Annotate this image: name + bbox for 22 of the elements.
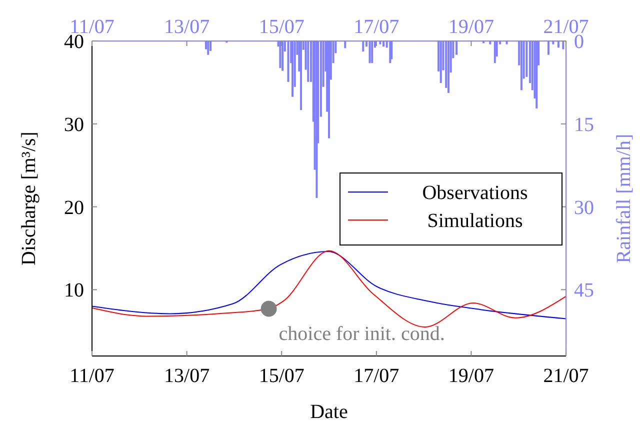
x2-tick-label: 15/07 — [258, 365, 304, 387]
y2-axis-title: Rainfall [mm/h] — [613, 134, 635, 264]
x-tick-label: 13/07 — [164, 16, 210, 38]
y-tick-label: 10 — [64, 280, 84, 302]
x2-tick-label: 13/07 — [164, 365, 210, 387]
x2-tick-label: 17/07 — [354, 365, 400, 387]
y2-tick-label: 45 — [574, 280, 594, 302]
legend-label: Observations — [422, 182, 528, 204]
y-axis-title: Discharge [m³/s] — [18, 132, 40, 266]
x2-tick-label: 19/07 — [448, 365, 494, 387]
x2-tick-label: 11/07 — [70, 365, 114, 387]
x-tick-label: 19/07 — [448, 16, 494, 38]
y2-tick-label: 15 — [574, 114, 594, 136]
annotation: choice for init. cond. — [278, 322, 445, 345]
y-tick-label: 20 — [64, 196, 84, 219]
x-tick-label: 17/07 — [354, 16, 400, 38]
x-axis-title: Date — [310, 401, 348, 423]
legend-label: Simulations — [427, 210, 523, 232]
y2-tick-label: 30 — [574, 196, 594, 219]
x2-tick-label: 21/07 — [543, 365, 589, 387]
x-tick-label: 15/07 — [258, 16, 304, 38]
y-tick-label: 30 — [64, 114, 84, 136]
